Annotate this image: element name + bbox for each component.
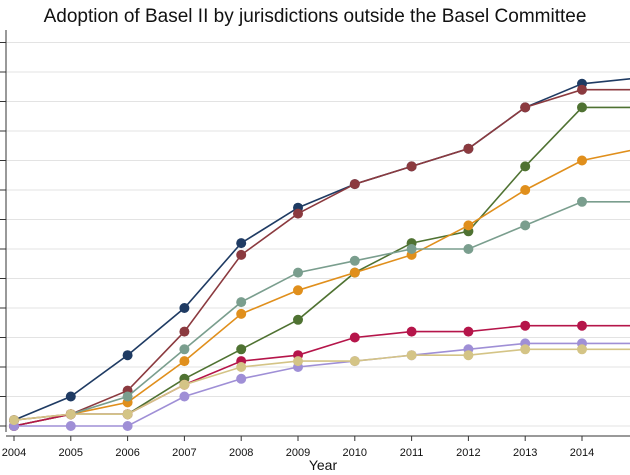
data-point: [293, 267, 303, 278]
data-point: [520, 161, 531, 172]
data-point: [463, 350, 474, 361]
data-point: [577, 344, 587, 355]
data-point: [122, 421, 133, 431]
data-point: [122, 350, 133, 361]
x-tick-label: 2013: [513, 447, 537, 459]
data-point: [236, 344, 247, 355]
data-point: [179, 356, 190, 367]
series-8: [9, 344, 630, 426]
data-point: [179, 303, 190, 313]
data-point: [520, 220, 531, 231]
data-point: [122, 409, 133, 420]
data-point: [349, 267, 360, 278]
data-point: [406, 326, 417, 337]
data-point: [406, 244, 417, 254]
x-tick-label: 2005: [59, 447, 83, 459]
x-tick-label: 2006: [115, 447, 139, 459]
data-point: [293, 356, 303, 367]
series-7: [9, 338, 630, 431]
data-point: [236, 238, 247, 249]
data-point: [577, 320, 587, 331]
data-point: [349, 332, 360, 343]
data-point: [65, 421, 76, 431]
series-line: [13, 78, 630, 421]
chart-title: Adoption of Basel II by jurisdictions ou…: [43, 6, 587, 27]
data-point: [406, 161, 417, 172]
x-tick-label: 2010: [343, 447, 367, 459]
series-line: [14, 342, 630, 427]
x-tick-label: 2009: [286, 447, 310, 459]
series-line: [13, 149, 630, 427]
data-point: [577, 84, 587, 95]
data-point: [236, 373, 247, 384]
data-point: [293, 314, 303, 325]
data-point: [65, 391, 76, 402]
axes: [0, 30, 630, 441]
data-point: [349, 356, 360, 367]
data-point: [520, 320, 531, 331]
data-point: [179, 344, 190, 355]
data-point: [349, 179, 360, 190]
x-tick-label: 2008: [229, 447, 253, 459]
data-point: [236, 297, 247, 308]
grid-lines: [6, 42, 630, 427]
data-point: [463, 220, 474, 231]
series-4: [9, 149, 630, 431]
data-point: [65, 409, 76, 420]
data-point: [520, 344, 531, 355]
data-point: [236, 249, 247, 260]
series-5: [9, 196, 630, 431]
data-point: [236, 362, 247, 372]
data-point: [236, 308, 247, 319]
data-point: [349, 255, 360, 266]
series-line: [13, 88, 630, 421]
data-point: [293, 208, 303, 219]
data-point: [179, 326, 190, 337]
x-tick-label: 2011: [400, 447, 424, 459]
data-point: [179, 391, 190, 402]
x-tick-label: 2007: [172, 447, 196, 459]
data-point: [577, 102, 587, 113]
data-point: [293, 285, 303, 296]
data-point: [520, 185, 531, 195]
series-group: [9, 78, 630, 431]
data-point: [577, 155, 587, 166]
series-line: [13, 348, 630, 421]
series-line: [13, 106, 630, 427]
data-point: [179, 379, 190, 390]
x-axis-label: Year: [309, 457, 338, 473]
series-line: [13, 324, 630, 427]
data-point: [577, 196, 587, 207]
data-point: [463, 143, 474, 154]
data-point: [9, 415, 19, 426]
x-tick-label: 2014: [570, 447, 594, 459]
x-tick-label: 2004: [2, 447, 26, 459]
x-tick-label: 2012: [456, 447, 480, 459]
data-point: [520, 102, 531, 113]
data-point: [463, 244, 474, 254]
data-point: [406, 350, 417, 361]
data-point: [463, 326, 474, 337]
series-line: [13, 201, 630, 427]
x-tick-labels: 2004 2005 2006 2007 2008 2009 2010 2011 2012 2013…: [2, 447, 594, 459]
data-point: [122, 391, 133, 402]
series-3: [9, 102, 630, 431]
